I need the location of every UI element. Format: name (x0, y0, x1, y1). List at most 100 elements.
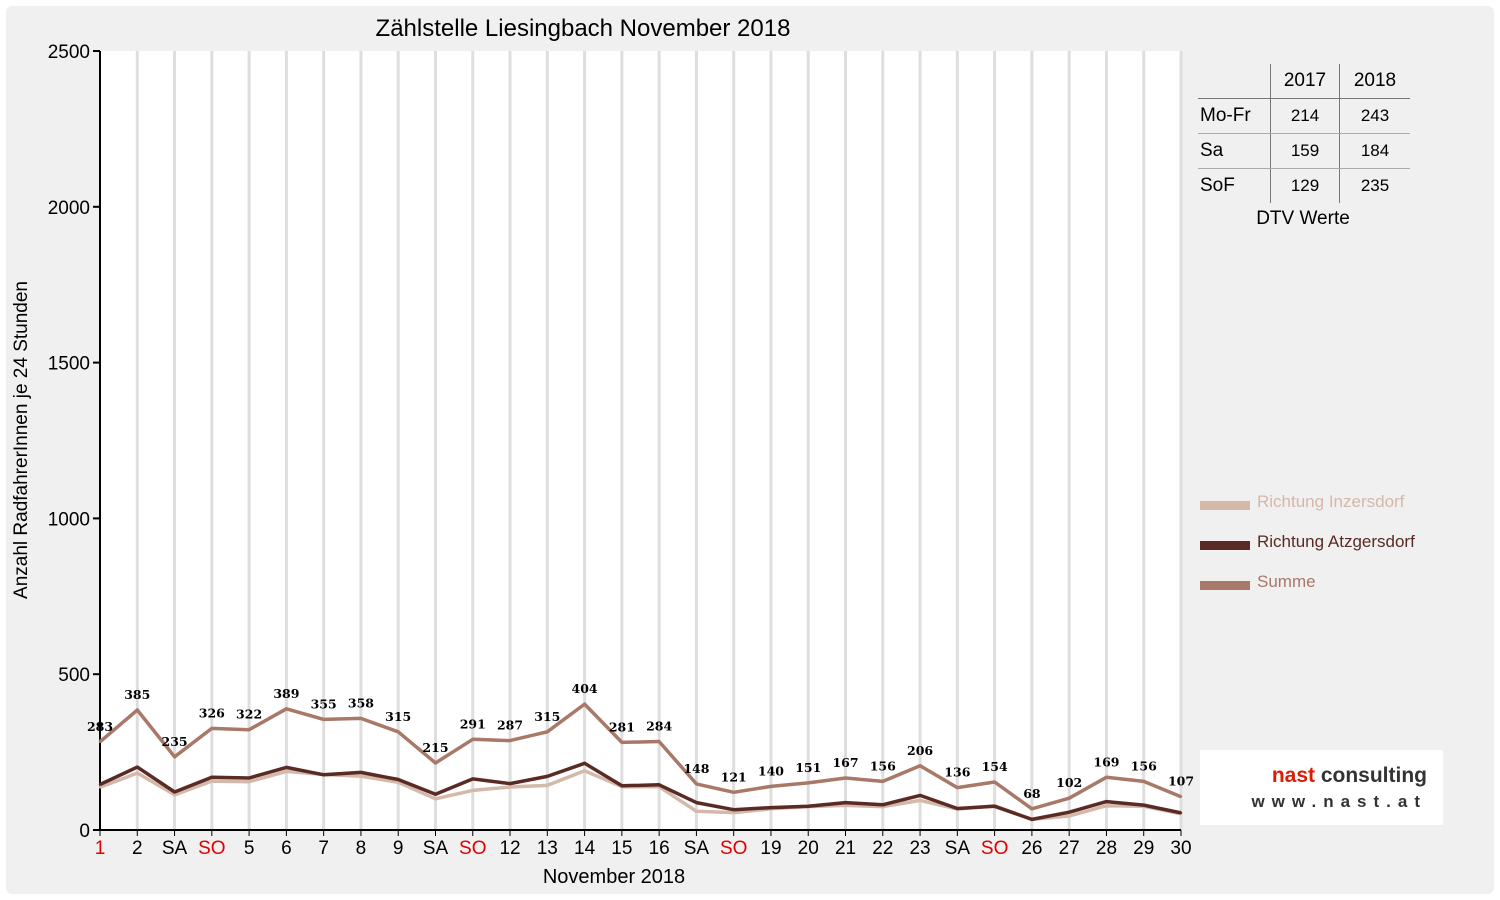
legend-label: Richtung Atzgersdorf (1257, 532, 1415, 551)
legend-swatch (1200, 581, 1250, 590)
x-tick-label: 5 (244, 838, 255, 859)
data-label: 102 (1056, 775, 1082, 790)
data-point (1105, 776, 1108, 779)
data-label: 148 (683, 761, 709, 776)
data-point (434, 761, 437, 765)
data-point (1030, 807, 1034, 811)
company-logo: nast consulting www.nast.at (1200, 750, 1443, 825)
dtv-cell: 159 (1270, 133, 1340, 169)
data-point (434, 797, 437, 801)
data-point (98, 786, 102, 789)
data-point (359, 771, 363, 774)
data-point (1179, 811, 1183, 815)
dtv-row-label: Mo-Fr (1198, 98, 1271, 134)
x-tick-label: 13 (537, 838, 558, 859)
data-label: 404 (572, 681, 598, 696)
y-tick-label: 1500 (48, 354, 90, 375)
dtv-header-row: 2017 2018 (1198, 64, 1410, 99)
x-tick-label: 23 (909, 838, 930, 859)
data-point (98, 783, 102, 786)
data-point (397, 778, 400, 781)
data-label: 326 (199, 705, 225, 720)
data-label: 156 (1131, 758, 1157, 773)
data-point (1030, 818, 1034, 821)
dtv-header-2018: 2018 (1339, 64, 1410, 99)
data-label: 291 (460, 716, 486, 731)
dtv-row: Mo-Fr 214 243 (1198, 98, 1410, 134)
x-tick-label: 28 (1096, 838, 1117, 859)
x-tick-label: SO (981, 838, 1008, 859)
data-point (769, 785, 773, 788)
series-line (98, 702, 1182, 811)
dtv-row-label: Sa (1198, 133, 1271, 169)
data-point (1067, 814, 1071, 818)
data-label: 169 (1093, 754, 1119, 769)
data-point (546, 730, 549, 734)
dtv-row: SoF 129 235 (1198, 168, 1410, 203)
data-point (1142, 780, 1145, 783)
dtv-cell: 214 (1270, 98, 1340, 134)
data-point (1105, 800, 1108, 803)
data-point (695, 810, 698, 813)
x-axis-title: November 2018 (543, 866, 685, 888)
data-label: 315 (385, 709, 411, 724)
data-label: 136 (944, 765, 970, 780)
data-point (732, 811, 735, 814)
dtv-header-2017: 2017 (1270, 64, 1340, 99)
plot-area (100, 51, 1181, 830)
data-point (359, 717, 363, 720)
data-point (844, 801, 847, 804)
data-point (993, 780, 996, 784)
x-tick-label: 15 (611, 838, 632, 859)
dtv-caption: DTV Werte (1256, 208, 1350, 229)
dtv-table: 2017 2018 Mo-Fr 214 243 Sa 159 184 SoF 1… (1198, 64, 1410, 203)
x-tick-label: 6 (281, 838, 292, 859)
data-point (695, 782, 698, 786)
data-point (397, 730, 400, 734)
y-tick-label: 500 (58, 665, 90, 686)
data-point (210, 776, 214, 779)
series-line (99, 761, 1182, 822)
data-label: 140 (758, 763, 784, 778)
data-point (247, 776, 251, 780)
data-point (1105, 804, 1108, 807)
data-point (732, 791, 735, 794)
data-point (397, 781, 400, 784)
data-label: 283 (87, 719, 113, 734)
x-tick-label: 21 (835, 838, 856, 859)
dtv-row-label: SoF (1200, 175, 1235, 196)
data-point (918, 799, 922, 802)
data-point (881, 780, 884, 783)
data-point (508, 739, 512, 742)
data-label: 322 (236, 707, 262, 722)
data-label: 385 (124, 687, 150, 702)
data-point (956, 807, 959, 810)
data-point (285, 707, 288, 710)
data-point (844, 776, 847, 780)
data-labels: 283 385 235 326 322 389 355 358 315 215 291 287 315 4… (87, 681, 1194, 801)
x-tick-label: 19 (760, 838, 781, 859)
y-tick-label: 2500 (48, 42, 90, 63)
y-tick-label: 2000 (48, 198, 90, 219)
data-point (98, 740, 102, 744)
data-point (918, 764, 922, 768)
data-point (173, 793, 176, 796)
data-point (807, 805, 810, 808)
data-point (471, 738, 474, 741)
data-label: 156 (870, 758, 896, 773)
data-point (546, 775, 549, 778)
y-axis-title: Anzahl RadfahrerInnen je 24 Stunden (11, 281, 32, 599)
data-point (1179, 795, 1183, 798)
data-point (136, 771, 139, 775)
legend-label: Richtung Inzersdorf (1257, 492, 1405, 511)
data-point (173, 755, 176, 758)
y-tick-label: 0 (79, 821, 90, 842)
data-point (657, 783, 661, 787)
data-point (620, 741, 624, 744)
data-point (583, 769, 586, 772)
x-tick-label: SA (945, 838, 971, 859)
data-point (918, 794, 922, 797)
x-tick-label: 8 (356, 838, 367, 859)
